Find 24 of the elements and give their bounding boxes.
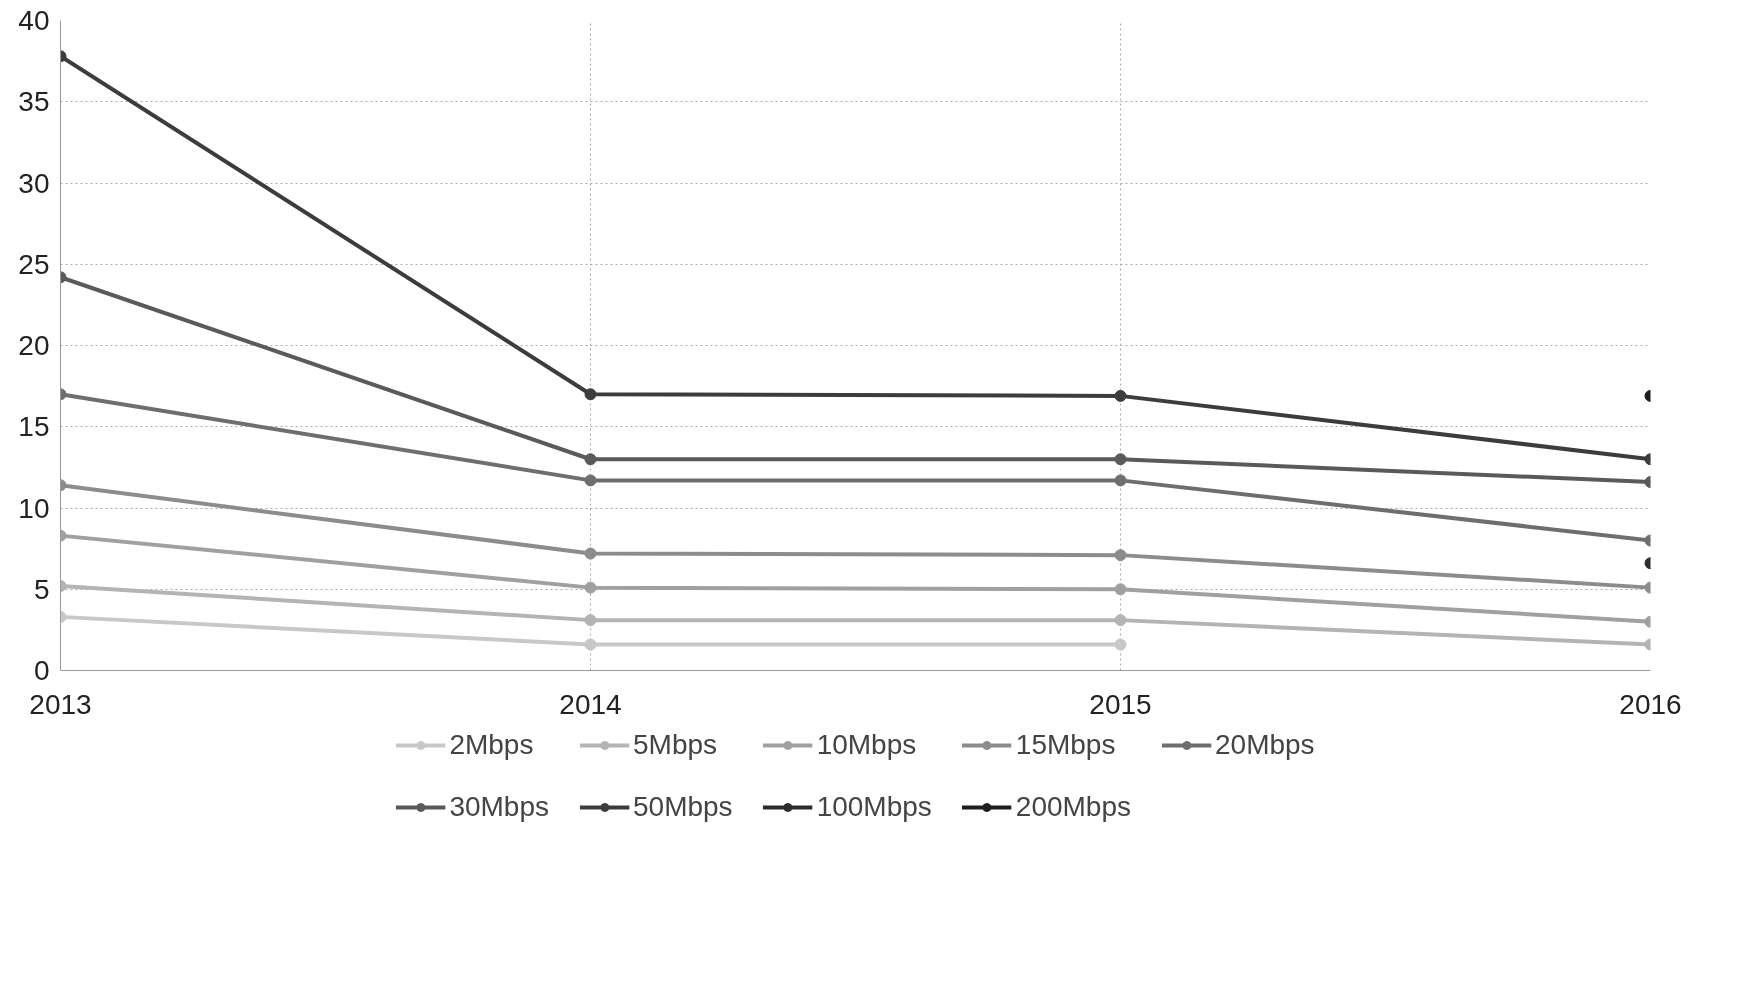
y-tick-label: 10 xyxy=(18,492,50,524)
x-tick-label: 2013 xyxy=(29,688,92,720)
legend-label: 200Mbps xyxy=(1015,791,1131,823)
y-tick-label: 40 xyxy=(18,5,50,36)
y-tick-label: 15 xyxy=(18,411,50,443)
y-tick-label: 5 xyxy=(33,573,50,605)
legend-label: 30Mbps xyxy=(449,791,549,823)
x-tick-label: 2015 xyxy=(1089,688,1152,720)
y-tick-label: 20 xyxy=(18,330,50,361)
legend-label: 15Mbps xyxy=(1015,729,1116,761)
y-tick-label: 35 xyxy=(18,86,50,118)
point xyxy=(1114,638,1127,651)
legend-label: 10Mbps xyxy=(816,729,917,761)
legend-label: 5Mbps xyxy=(633,729,718,761)
legend-label: 100Mbps xyxy=(816,791,932,823)
x-tick-label: 2016 xyxy=(1619,688,1682,720)
y-tick-label: 30 xyxy=(18,167,50,199)
y-tick-label: 0 xyxy=(33,655,50,686)
legend-label: 50Mbps xyxy=(633,791,733,823)
x-tick-label: 2014 xyxy=(559,688,622,720)
legend-label: 2Mbps xyxy=(449,729,534,761)
legend-label: 20Mbps xyxy=(1215,729,1315,761)
point xyxy=(584,638,597,651)
y-tick-label: 25 xyxy=(18,248,50,280)
